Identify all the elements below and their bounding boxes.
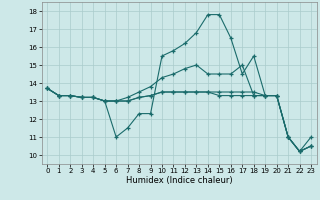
X-axis label: Humidex (Indice chaleur): Humidex (Indice chaleur) <box>126 176 233 185</box>
